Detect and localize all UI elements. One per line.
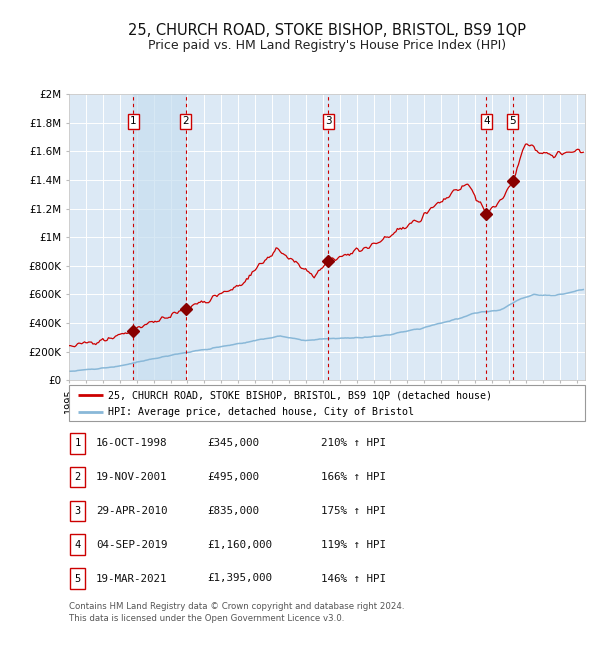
FancyBboxPatch shape [70,500,85,521]
Text: Price paid vs. HM Land Registry's House Price Index (HPI): Price paid vs. HM Land Registry's House … [148,39,506,52]
Text: 19-NOV-2001: 19-NOV-2001 [96,472,167,482]
Text: £1,395,000: £1,395,000 [207,573,272,584]
Text: Contains HM Land Registry data © Crown copyright and database right 2024.
This d: Contains HM Land Registry data © Crown c… [69,602,404,623]
Text: 04-SEP-2019: 04-SEP-2019 [96,540,167,550]
Text: 5: 5 [74,573,80,584]
Text: 25, CHURCH ROAD, STOKE BISHOP, BRISTOL, BS9 1QP (detached house): 25, CHURCH ROAD, STOKE BISHOP, BRISTOL, … [108,391,492,400]
Text: 3: 3 [325,116,332,126]
Text: 175% ↑ HPI: 175% ↑ HPI [321,506,386,516]
Text: 19-MAR-2021: 19-MAR-2021 [96,573,167,584]
Text: 1: 1 [74,438,80,448]
Text: 25, CHURCH ROAD, STOKE BISHOP, BRISTOL, BS9 1QP: 25, CHURCH ROAD, STOKE BISHOP, BRISTOL, … [128,23,526,38]
Text: 2: 2 [182,116,189,126]
Text: 3: 3 [74,506,80,516]
Text: 146% ↑ HPI: 146% ↑ HPI [321,573,386,584]
Text: HPI: Average price, detached house, City of Bristol: HPI: Average price, detached house, City… [108,407,414,417]
FancyBboxPatch shape [69,385,585,421]
FancyBboxPatch shape [70,568,85,589]
Text: 166% ↑ HPI: 166% ↑ HPI [321,472,386,482]
FancyBboxPatch shape [70,534,85,555]
Text: 1: 1 [130,116,136,126]
Text: 4: 4 [74,540,80,550]
Text: 4: 4 [483,116,490,126]
Text: 119% ↑ HPI: 119% ↑ HPI [321,540,386,550]
Text: 2: 2 [74,472,80,482]
Text: 5: 5 [509,116,516,126]
Bar [133,94,185,380]
Text: £495,000: £495,000 [207,472,259,482]
Text: 16-OCT-1998: 16-OCT-1998 [96,438,167,448]
FancyBboxPatch shape [70,467,85,488]
Text: £1,160,000: £1,160,000 [207,540,272,550]
FancyBboxPatch shape [70,433,85,454]
Text: 29-APR-2010: 29-APR-2010 [96,506,167,516]
Text: 210% ↑ HPI: 210% ↑ HPI [321,438,386,448]
Text: £835,000: £835,000 [207,506,259,516]
Text: £345,000: £345,000 [207,438,259,448]
